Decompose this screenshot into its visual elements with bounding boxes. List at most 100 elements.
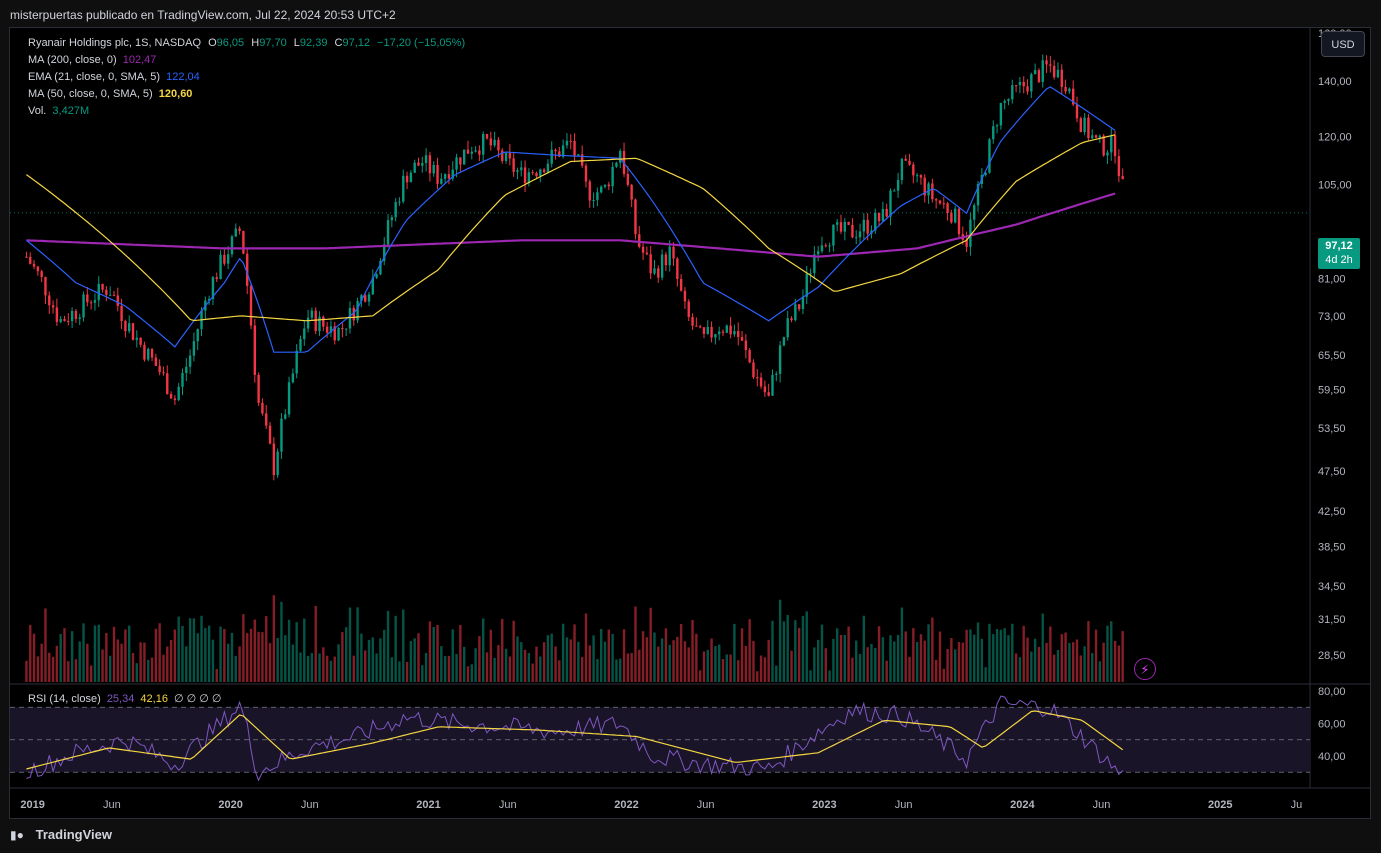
- candle-body: [306, 317, 310, 329]
- candle-body: [919, 175, 923, 178]
- volume-bar: [767, 639, 770, 682]
- volume-bar: [706, 649, 709, 682]
- candle-body: [1113, 135, 1117, 157]
- volume-bar: [329, 660, 333, 682]
- candle-body: [885, 208, 888, 217]
- volume-bar: [607, 629, 611, 682]
- candle-body: [809, 273, 812, 275]
- volume-bar: [139, 642, 142, 682]
- volume-bar: [809, 670, 812, 682]
- candle-body: [360, 295, 363, 302]
- candle-body: [1075, 104, 1079, 119]
- price-tick-label: 42,50: [1318, 506, 1346, 518]
- volume-bar: [619, 658, 622, 682]
- volume-bar: [695, 633, 698, 682]
- candle-body: [893, 190, 896, 192]
- candle-body: [714, 334, 717, 338]
- volume-bar: [816, 639, 820, 682]
- candle-body: [542, 169, 546, 173]
- candle-body: [112, 294, 116, 296]
- chart-frame[interactable]: 160,00140,00120,00105,0081,0073,0065,505…: [9, 27, 1371, 819]
- candle-body: [364, 295, 367, 302]
- volume-bar: [108, 655, 112, 682]
- rsi-legend[interactable]: RSI (14, close) 25,34 42,16 ∅ ∅ ∅ ∅: [28, 692, 222, 705]
- time-tick-label: Jun: [301, 799, 319, 811]
- volume-bar: [310, 653, 314, 682]
- candle-body: [105, 289, 108, 295]
- candle-body: [588, 181, 591, 201]
- footer-brand[interactable]: ▮● TradingView: [10, 827, 112, 842]
- volume-bar: [988, 623, 991, 682]
- volume-bar: [200, 615, 203, 682]
- candle-body: [242, 230, 245, 254]
- candle-body: [858, 231, 862, 238]
- lightning-icon[interactable]: ⚡: [1134, 658, 1156, 680]
- volume-bar: [402, 609, 405, 682]
- volume-bar: [204, 628, 207, 682]
- symbol-name[interactable]: Ryanair Holdings plc, 1S, NASDAQ: [28, 37, 202, 49]
- volume-bar: [1026, 637, 1029, 682]
- candle-body: [116, 295, 119, 306]
- candle-body: [101, 283, 104, 290]
- rsi-tick-label: 60,00: [1318, 719, 1346, 731]
- volume-bar: [698, 670, 702, 682]
- candle-body: [162, 372, 165, 374]
- candle-body: [721, 331, 725, 333]
- volume-bar: [78, 641, 81, 682]
- ma200-legend[interactable]: MA (200, close, 0) 102,47: [28, 54, 156, 66]
- currency-button[interactable]: USD: [1321, 31, 1365, 57]
- volume-bar: [1033, 638, 1037, 682]
- candle-body: [150, 348, 154, 358]
- volume-bar: [976, 622, 980, 682]
- candle-body: [835, 222, 839, 225]
- volume-value: 3,427M: [52, 105, 90, 117]
- volume-bar: [1083, 646, 1086, 682]
- ema21-legend[interactable]: EMA (21, close, 0, SMA, 5) 122,04: [28, 71, 200, 83]
- volume-bar: [805, 611, 808, 682]
- candle-body: [265, 413, 268, 426]
- volume-bar: [953, 649, 957, 682]
- volume-bar: [946, 648, 949, 682]
- volume-legend[interactable]: Vol. 3,427M: [28, 105, 89, 117]
- candle-body: [135, 337, 139, 340]
- price-tick-label: 81,00: [1318, 273, 1346, 285]
- candle-body: [904, 158, 907, 161]
- volume-bar: [596, 659, 599, 682]
- volume-bar: [489, 629, 493, 682]
- volume-bar: [862, 615, 866, 682]
- volume-bar: [687, 647, 690, 682]
- price-tick-label: 105,00: [1318, 180, 1352, 192]
- volume-bar: [1071, 642, 1075, 682]
- candle-body: [219, 254, 222, 280]
- candle-body: [124, 321, 127, 332]
- candle-body: [619, 151, 622, 163]
- candle-body: [934, 199, 938, 201]
- time-tick-label: 2021: [416, 799, 440, 811]
- candle-body: [409, 172, 413, 183]
- volume-bar: [169, 639, 173, 682]
- volume-bar: [893, 641, 896, 682]
- volume-bar: [843, 634, 847, 682]
- candle-body: [634, 199, 637, 235]
- candle-body: [329, 326, 333, 333]
- candle-body: [805, 273, 808, 297]
- volume-bar: [150, 657, 154, 682]
- volume-bar: [938, 631, 942, 682]
- volume-bar: [32, 633, 36, 682]
- volume-bar: [885, 660, 888, 682]
- volume-bar: [417, 633, 420, 682]
- chart-canvas[interactable]: 160,00140,00120,00105,0081,0073,0065,505…: [10, 28, 1371, 819]
- candle-body: [29, 256, 32, 264]
- open-label: O: [208, 37, 217, 49]
- volume-bar: [451, 629, 454, 682]
- open-value: 96,05: [216, 37, 245, 49]
- candle-body: [874, 212, 877, 231]
- volume-bar: [580, 656, 584, 682]
- ma50-legend[interactable]: MA (50, close, 0, SMA, 5) 120,60: [28, 88, 192, 100]
- candle-body: [710, 326, 713, 338]
- candle-body: [584, 165, 588, 182]
- candle-body: [965, 239, 968, 247]
- candle-body: [645, 252, 649, 255]
- volume-bar: [459, 624, 462, 682]
- volume-bar: [546, 635, 550, 682]
